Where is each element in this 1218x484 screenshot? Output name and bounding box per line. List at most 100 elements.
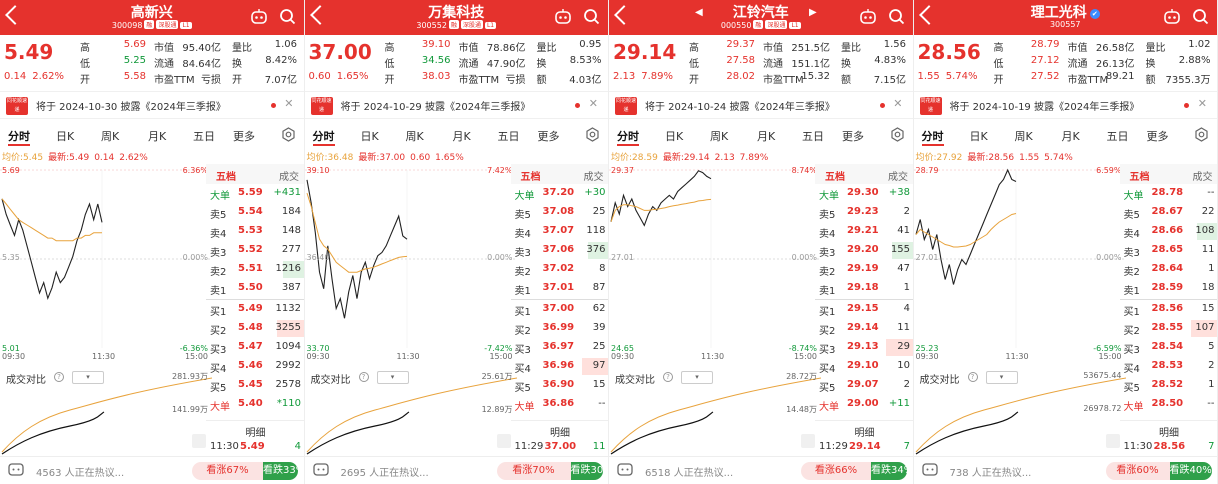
order-book-tab-trades[interactable]: 成交 — [1192, 172, 1213, 183]
bearish-label: 看跌 — [871, 465, 891, 476]
bullish-vote-button[interactable]: 看涨67% — [192, 462, 263, 480]
close-icon[interactable]: ✕ — [1197, 97, 1207, 110]
tab-4[interactable]: 五日 — [497, 130, 520, 143]
bearish-vote-button[interactable]: 看跌34% — [871, 462, 913, 480]
tab-4[interactable]: 五日 — [193, 130, 215, 143]
book-volume: 25 — [592, 206, 606, 217]
bearish-vote-button[interactable]: 看跌40% — [1169, 462, 1212, 480]
tab-2[interactable]: 周K — [1014, 130, 1033, 143]
tab-1[interactable]: 日K — [360, 130, 379, 143]
tab-2[interactable]: 周K — [405, 130, 424, 143]
detail-header[interactable]: 明细 — [510, 420, 609, 439]
field-value-pe: 亏损 — [201, 75, 221, 86]
discussion-count[interactable]: 4563 人正在热议... — [36, 468, 125, 479]
avg-value: 28.59 — [632, 153, 658, 163]
bearish-vote-button[interactable]: 看跌30% — [570, 462, 608, 480]
order-book-tab-trades[interactable]: 成交 — [888, 172, 908, 183]
tab-1[interactable]: 日K — [56, 130, 75, 143]
settings-icon[interactable] — [890, 127, 905, 142]
book-separator — [815, 299, 913, 300]
help-icon[interactable]: ? — [358, 372, 369, 382]
tab-3[interactable]: 月K — [148, 130, 167, 143]
earnings-notice[interactable]: 同花顺速递 将于 2024-10-24 披露《2024年三季报》 ✕ — [609, 91, 913, 119]
search-icon[interactable] — [583, 8, 600, 25]
detail-header[interactable]: 明细 — [206, 420, 304, 439]
detail-header[interactable]: 明细 — [815, 420, 913, 439]
chat-icon[interactable] — [8, 462, 24, 478]
tab-5[interactable]: 更多 — [842, 130, 864, 143]
settings-icon[interactable] — [1194, 127, 1209, 142]
help-icon[interactable]: ? — [54, 372, 64, 382]
detail-header[interactable]: 明细 — [1119, 420, 1218, 439]
tab-3[interactable]: 月K — [1061, 130, 1080, 143]
earnings-notice[interactable]: 同花顺速递 将于 2024-10-30 披露《2024年三季报》 ✕ — [0, 91, 304, 119]
order-book-tab-five[interactable]: 五档 — [825, 172, 845, 183]
order-book-tab-five[interactable]: 五档 — [1129, 172, 1150, 183]
dropdown-icon[interactable]: ▾ — [72, 371, 104, 384]
tab-5[interactable]: 更多 — [1146, 130, 1169, 143]
tab-5[interactable]: 更多 — [233, 130, 255, 143]
expand-icon[interactable] — [192, 434, 206, 448]
discussion-count[interactable]: 6518 人正在热议... — [645, 468, 734, 479]
expand-icon[interactable] — [801, 434, 815, 448]
tab-0[interactable]: 分时 — [8, 130, 30, 143]
earnings-notice[interactable]: 同花顺速递 将于 2024-10-29 披露《2024年三季报》 ✕ — [304, 91, 608, 119]
chat-icon[interactable] — [312, 462, 329, 478]
discussion-count[interactable]: 738 人正在热议... — [949, 468, 1032, 479]
order-book-tab-five[interactable]: 五档 — [520, 172, 541, 183]
book-price: 5.47 — [238, 341, 263, 352]
tab-0[interactable]: 分时 — [921, 130, 944, 143]
tab-2[interactable]: 周K — [101, 130, 120, 143]
discussion-count[interactable]: 2695 人正在热议... — [340, 468, 429, 479]
bullish-vote-button[interactable]: 看涨60% — [1105, 462, 1170, 480]
book-volume: 1216 — [275, 263, 301, 274]
expand-icon[interactable] — [496, 434, 511, 448]
tab-3[interactable]: 月K — [757, 130, 776, 143]
field-label-turn: 换 — [1145, 59, 1156, 70]
dropdown-icon[interactable]: ▾ — [681, 371, 713, 384]
earnings-notice[interactable]: 同花顺速递 将于 2024-10-19 披露《2024年三季报》 ✕ — [913, 91, 1217, 119]
settings-icon[interactable] — [585, 127, 600, 142]
close-icon[interactable]: ✕ — [588, 97, 598, 110]
dropdown-icon[interactable]: ▾ — [985, 371, 1018, 384]
bullish-vote-button[interactable]: 看涨70% — [496, 462, 571, 480]
tab-0[interactable]: 分时 — [312, 130, 335, 143]
robot-assistant-icon[interactable] — [554, 8, 572, 24]
tab-2[interactable]: 周K — [710, 130, 729, 143]
order-book-tab-trades[interactable]: 成交 — [279, 172, 299, 183]
market-badge: 深股通 — [156, 20, 179, 29]
field-label-mcap: 市值 — [458, 43, 479, 54]
bullish-vote-button[interactable]: 看涨66% — [801, 462, 871, 480]
close-icon[interactable]: ✕ — [284, 97, 294, 110]
bearish-vote-button[interactable]: 看跌33% — [263, 462, 304, 480]
tab-1[interactable]: 日K — [665, 130, 684, 143]
tab-3[interactable]: 月K — [452, 130, 471, 143]
chat-icon[interactable] — [617, 462, 633, 478]
close-icon[interactable]: ✕ — [893, 97, 903, 110]
next-stock-icon[interactable]: ▶ — [809, 7, 817, 18]
prev-stock-icon[interactable]: ◀ — [695, 7, 703, 18]
tab-5[interactable]: 更多 — [537, 130, 560, 143]
field-value-mcap: 78.86亿 — [486, 43, 526, 54]
search-icon[interactable] — [279, 8, 296, 25]
tab-4[interactable]: 五日 — [1106, 130, 1129, 143]
robot-assistant-icon[interactable] — [859, 8, 877, 24]
search-icon[interactable] — [888, 8, 905, 25]
help-icon[interactable]: ? — [967, 372, 978, 382]
search-icon[interactable] — [1192, 8, 1209, 25]
field-label-float: 流通 — [458, 59, 479, 70]
change-percent: 2.62% — [32, 71, 65, 82]
order-book-tab-five[interactable]: 五档 — [216, 172, 236, 183]
tab-1[interactable]: 日K — [969, 130, 988, 143]
tab-0[interactable]: 分时 — [617, 130, 639, 143]
chat-icon[interactable] — [921, 462, 938, 478]
robot-assistant-icon[interactable] — [250, 8, 268, 24]
stock-name: 理工光科 ✔ — [914, 2, 1218, 22]
settings-icon[interactable] — [281, 127, 296, 142]
tab-4[interactable]: 五日 — [802, 130, 824, 143]
help-icon[interactable]: ? — [663, 372, 673, 382]
robot-assistant-icon[interactable] — [1163, 8, 1181, 24]
order-book-tab-trades[interactable]: 成交 — [583, 172, 604, 183]
dropdown-icon[interactable]: ▾ — [376, 371, 409, 384]
expand-icon[interactable] — [1105, 434, 1120, 448]
